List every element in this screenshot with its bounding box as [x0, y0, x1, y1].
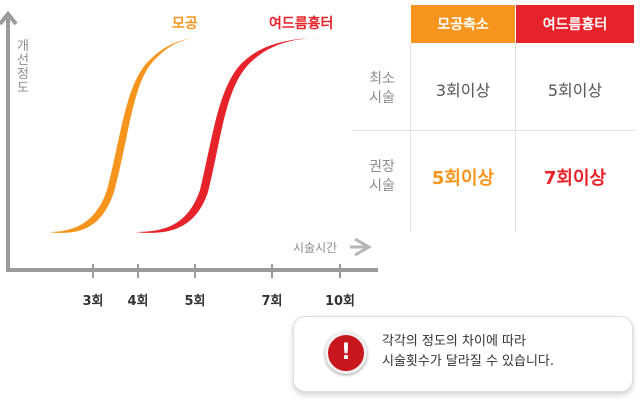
notice-line-2: 시술횟수가 달라질 수 있습니다. — [382, 354, 555, 369]
min-acne-scar-value: 5회이상 — [547, 81, 603, 100]
curve-label-acne-scar: 여드름흉터 — [269, 16, 334, 32]
row-label-minimum: 최소 시술 — [369, 71, 395, 106]
exclamation-icon: ! — [325, 332, 367, 374]
curve-label-pores: 모공 — [172, 16, 198, 32]
header-acne-scar: 여드름흉터 — [516, 5, 634, 43]
tick-label: 4회 — [127, 294, 149, 309]
table-divider — [410, 43, 411, 232]
curve-pores — [48, 38, 200, 233]
rec-acne-scar-value: 7회이상 — [543, 168, 607, 189]
notice-line-1: 각각의 정도의 차이에 따라 — [382, 334, 526, 349]
notice-box: ! 각각의 정도의 차이에 따라 시술횟수가 달라질 수 있습니다. — [293, 316, 633, 392]
tick-label: 7회 — [261, 294, 283, 309]
table-divider — [515, 43, 516, 232]
curve-acne-scar — [135, 38, 320, 233]
improvement-chart — [0, 10, 378, 278]
row-label-recommended: 권장 시술 — [369, 159, 395, 194]
header-pores: 모공축소 — [411, 5, 515, 43]
rec-pores-value: 5회이상 — [431, 168, 495, 189]
y-axis-arrow-icon — [0, 10, 18, 26]
y-axis-label: 개선정도 — [17, 39, 29, 96]
tick-label: 3회 — [82, 294, 104, 309]
tick-label: 5회 — [184, 294, 206, 309]
x-axis-label: 시술시간 — [293, 241, 338, 255]
table-divider — [352, 130, 636, 131]
notice-text: 각각의 정도의 차이에 따라 시술횟수가 달라질 수 있습니다. — [382, 332, 554, 372]
min-pores-value: 3회이상 — [435, 81, 491, 100]
tick-label: 10회 — [324, 294, 356, 309]
